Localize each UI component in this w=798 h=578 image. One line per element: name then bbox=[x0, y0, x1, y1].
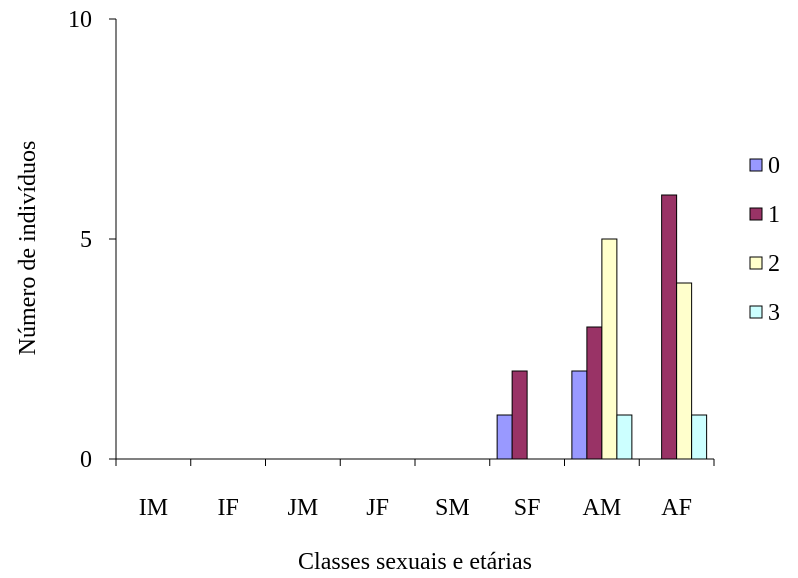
legend-swatch bbox=[749, 305, 763, 319]
bars-group bbox=[496, 194, 708, 460]
x-tick-label: SM bbox=[435, 495, 470, 521]
legend-swatch bbox=[749, 207, 763, 221]
bar-AF-series-2 bbox=[676, 282, 693, 460]
x-axis-title: Classes sexuais e etárias bbox=[298, 549, 532, 575]
legend-swatch bbox=[749, 256, 763, 270]
y-tick-label: 0 bbox=[80, 447, 92, 473]
x-ticks-group: IM IF JM JF SM SF AM AF bbox=[115, 459, 715, 521]
legend: 0 1 2 3 bbox=[749, 153, 780, 326]
legend-label: 2 bbox=[768, 251, 780, 277]
bar-AF-series-3 bbox=[691, 414, 708, 460]
bar-AM-series-1 bbox=[586, 326, 603, 460]
legend-swatch bbox=[749, 158, 763, 172]
y-tick-label: 10 bbox=[68, 7, 92, 33]
legend-label: 3 bbox=[768, 300, 780, 326]
bar-AM-series-3 bbox=[616, 414, 633, 460]
x-tick-label: IM bbox=[139, 495, 168, 521]
x-tick-label: JM bbox=[288, 495, 319, 521]
x-tick-label: JF bbox=[366, 495, 389, 521]
legend-label: 1 bbox=[768, 202, 780, 228]
x-tick-label: IF bbox=[217, 495, 238, 521]
x-tick-label: AF bbox=[661, 495, 692, 521]
bar-SF-series-0 bbox=[496, 414, 513, 460]
bar-SF-series-1 bbox=[511, 370, 528, 460]
bar-AF-series-1 bbox=[661, 194, 678, 460]
y-axis-title: Número de indivíduos bbox=[15, 141, 41, 356]
x-tick-label: SF bbox=[514, 495, 541, 521]
y-ticks-group: 0 5 10 bbox=[68, 7, 116, 473]
bar-AM-series-2 bbox=[601, 238, 618, 460]
y-tick-label: 5 bbox=[80, 227, 92, 253]
bar-AM-series-0 bbox=[571, 370, 588, 460]
x-tick-label: AM bbox=[583, 495, 622, 521]
legend-label: 0 bbox=[768, 153, 780, 179]
